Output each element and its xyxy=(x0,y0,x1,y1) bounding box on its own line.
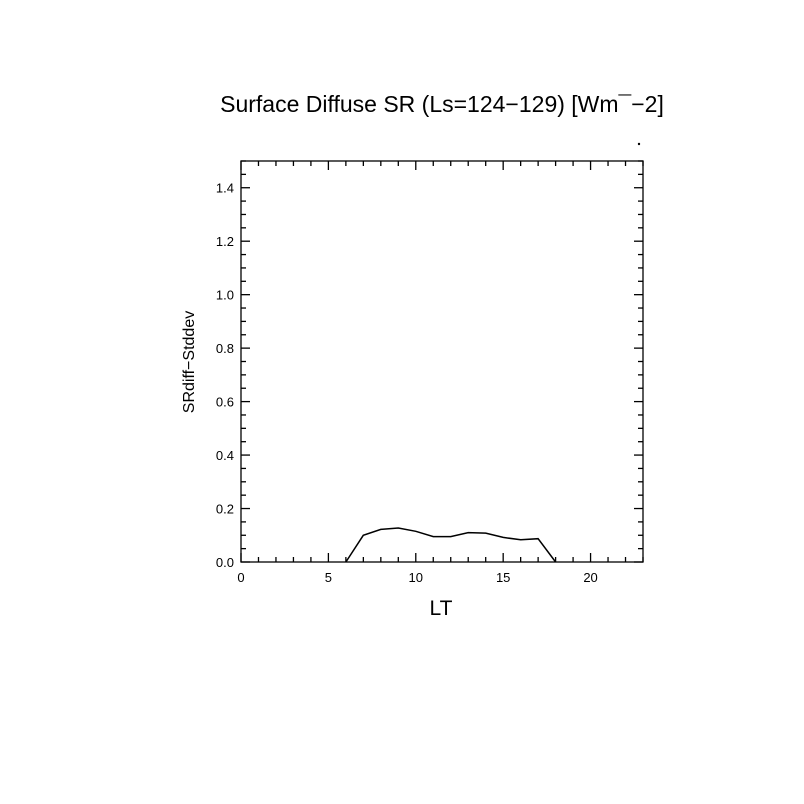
x-tick-label: 0 xyxy=(237,570,244,585)
x-tick-label: 15 xyxy=(496,570,510,585)
x-axis-label: LT xyxy=(430,597,453,620)
x-tick-label: 5 xyxy=(325,570,332,585)
y-tick-label: 0.4 xyxy=(216,448,234,463)
y-tick-label: 0.6 xyxy=(216,395,234,410)
corner-dot xyxy=(637,142,641,146)
plot-frame xyxy=(240,160,644,563)
y-tick-label: 1.0 xyxy=(216,288,234,303)
y-tick-label: 0.2 xyxy=(216,502,234,517)
y-tick-label: 1.4 xyxy=(216,181,234,196)
y-tick-label: 0.8 xyxy=(216,341,234,356)
x-axis-ticks: 0 5 10 15 20 xyxy=(237,161,644,585)
y-axis-ticks: 0.0 0.2 0.4 0.6 0.8 1.0 1.2 1.4 xyxy=(216,160,643,570)
x-tick-label: 20 xyxy=(583,570,597,585)
y-tick-label: 1.2 xyxy=(216,234,234,249)
chart-title: Surface Diffuse SR (Ls=124−129) [Wm¯−2] xyxy=(220,91,664,117)
data-series xyxy=(345,527,557,563)
x-tick-label: 10 xyxy=(409,570,423,585)
plot-axes xyxy=(240,160,644,563)
series-line xyxy=(345,527,557,563)
y-axis-label: SRdiff−Stddev xyxy=(181,311,198,413)
y-tick-label: 0.0 xyxy=(216,555,234,570)
